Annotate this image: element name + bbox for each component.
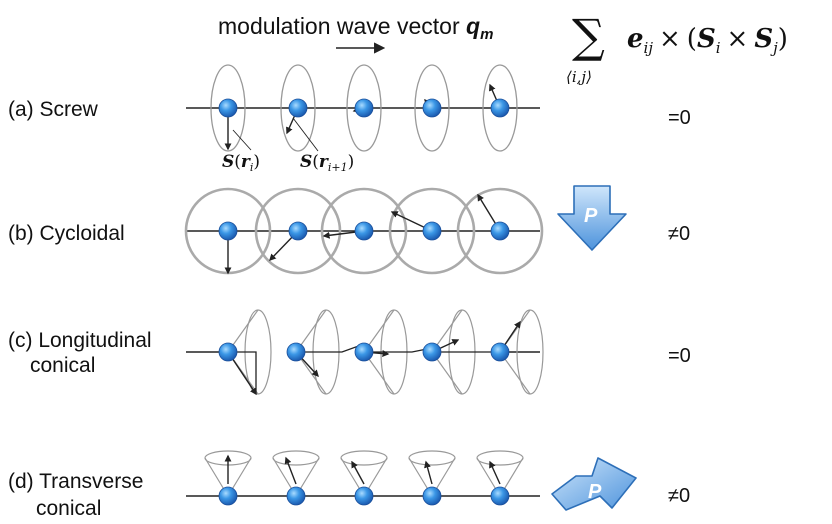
atom [354,221,374,241]
spin-label-ri1: S(ri+1) [300,152,354,174]
atom [288,98,308,118]
row-d-result: ≠0 [668,485,690,507]
row-c-result: =0 [668,345,691,367]
atom [422,342,442,362]
atom [218,342,238,362]
atom [354,98,374,118]
orbit [254,187,342,275]
orbit [346,64,382,152]
spin-label-ri: S(ri) [222,152,260,174]
row-b-result: ≠0 [668,223,690,245]
atom [286,342,306,362]
atom [286,486,306,506]
orbit [210,64,246,152]
sum-symbol: ∑ [572,9,605,63]
atom [490,221,510,241]
orbit [414,64,450,152]
orbit [280,64,316,152]
wave-vector-label: modulation wave vector qm [218,13,493,43]
row-d-label-1: (d) Transverse [8,470,143,493]
atom [422,98,442,118]
row-d-label-2: conical [36,497,101,520]
orbit [388,187,476,275]
atom [354,342,374,362]
spin-arrow [351,460,365,485]
sum-index: ⟨i,j⟩ [566,68,592,86]
polarization-label: P [588,481,602,503]
label-leader [292,117,319,152]
atom [490,98,510,118]
orbit [456,187,544,275]
chain-axis [364,347,433,353]
atom [218,486,238,506]
polarization-arrow-right: P [551,457,637,511]
row-c-label-1: (c) Longitudinal [8,329,152,352]
chain-axis [296,343,365,353]
polarization-label: P [584,205,598,227]
spin-arrow [489,460,501,485]
row-c-label-2: conical [30,354,95,377]
atom [218,98,238,118]
spin-arrow [284,456,297,485]
row-c-longitudinal-conical [186,309,544,396]
dm-formula: ∑ ⟨i,j⟩ eij × (Si × Sj) [566,9,788,86]
atom [218,221,238,241]
label-leader [232,129,252,151]
row-d-transverse-conical: P [186,450,637,511]
atom [490,342,510,362]
atom [490,486,510,506]
row-a-result: =0 [668,107,691,129]
orbit [482,64,518,152]
row-b-cycloidal: P [184,185,627,275]
row-b-label: (b) Cycloidal [8,222,125,245]
spin-arrow [424,460,433,485]
polarization-arrow-down: P [557,185,627,251]
atom [354,486,374,506]
row-a-label: (a) Screw [8,98,99,121]
row-a-screw: S(ri) S(ri+1) [186,64,540,174]
atom [288,221,308,241]
formula-body: eij × (Si × Sj) [627,24,788,57]
atom [422,486,442,506]
atom [422,221,442,241]
orbit [320,187,408,275]
